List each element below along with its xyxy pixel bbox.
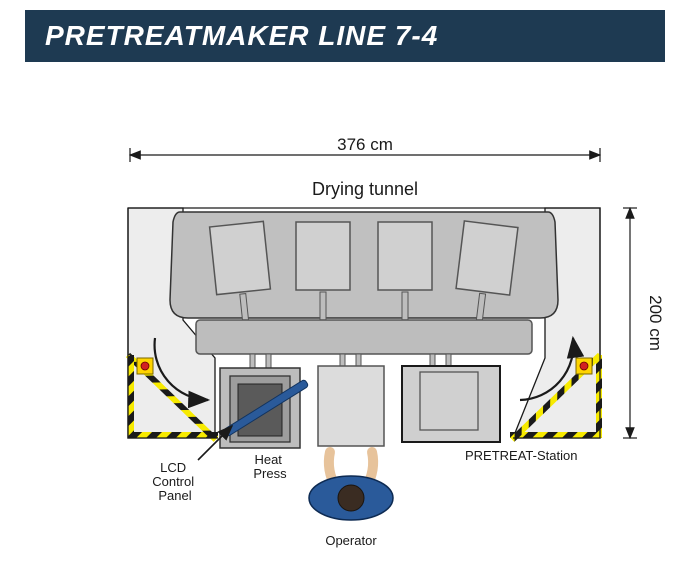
estop-right	[576, 358, 592, 374]
operator-figure	[309, 452, 393, 520]
drying-tunnel-body	[170, 212, 558, 324]
heat-press-station	[220, 368, 309, 448]
heat-press-label: Heat Press	[253, 452, 287, 481]
dimension-width: 376 cm	[130, 135, 600, 162]
drying-tunnel-label: Drying tunnel	[312, 179, 418, 199]
dimension-height: 200 cm	[623, 208, 665, 438]
estop-left	[137, 358, 153, 374]
pretreat-station	[402, 366, 500, 442]
dimension-height-label: 200 cm	[646, 295, 665, 351]
transfer-rail	[196, 320, 532, 354]
pretreat-station-label: PRETREAT-Station	[465, 448, 577, 463]
center-pallet	[318, 366, 384, 446]
operator-label: Operator	[325, 533, 377, 548]
diagram-canvas: 376 cm 200 cm Drying tunnel	[0, 0, 691, 581]
lcd-panel-label: LCD Control Panel	[152, 460, 198, 503]
dimension-width-label: 376 cm	[337, 135, 393, 154]
